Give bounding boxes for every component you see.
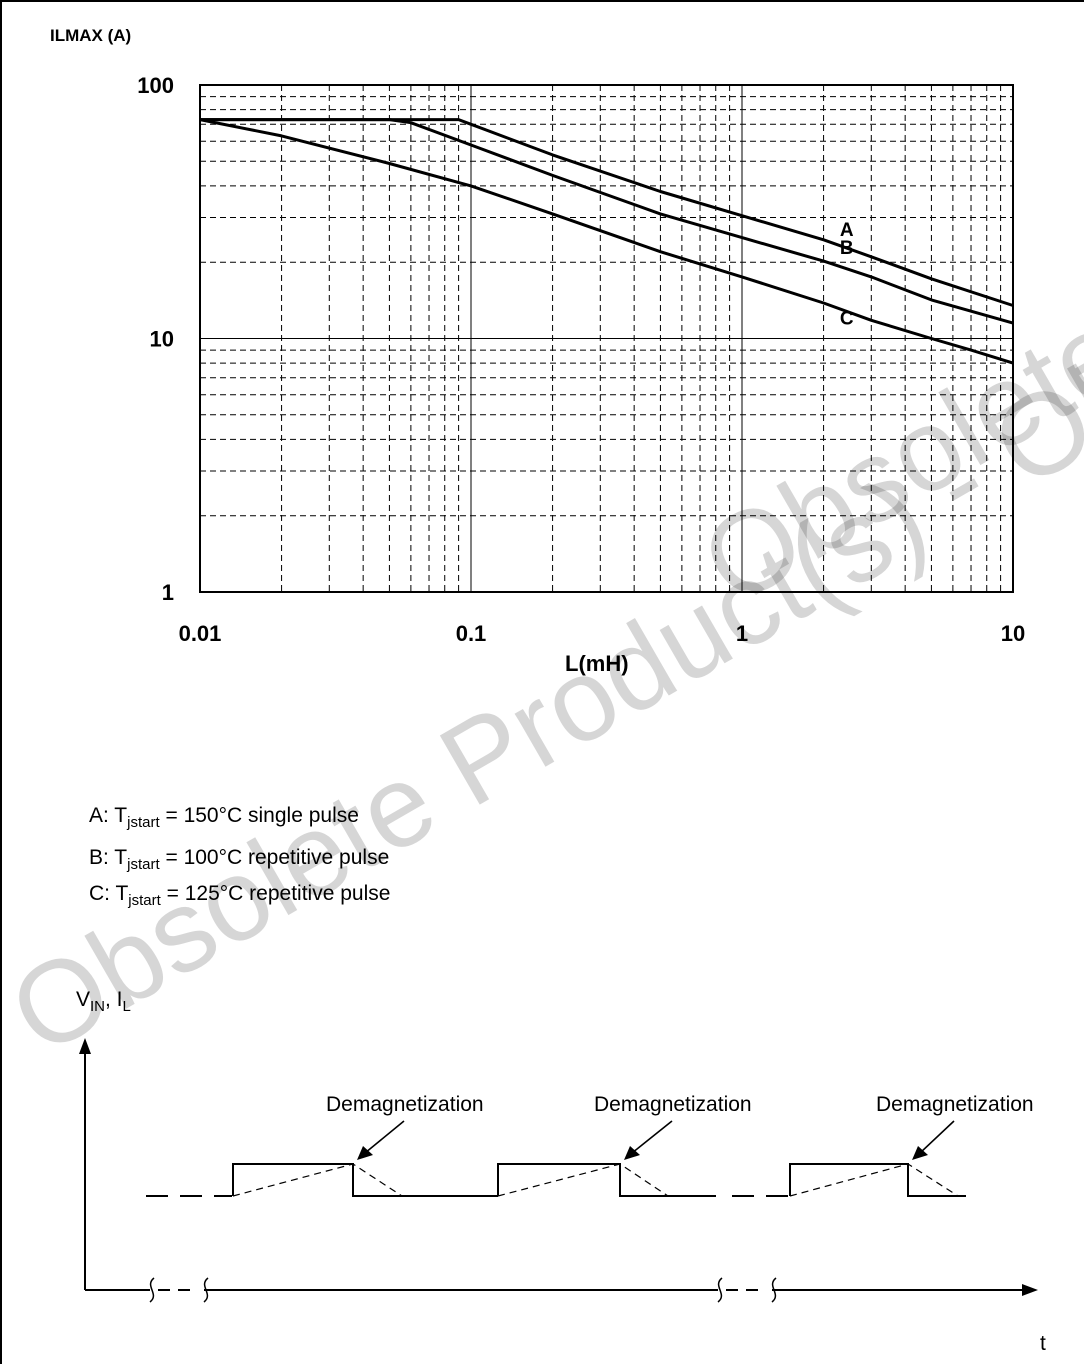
y-axis-label: ILMAX (A) [50,26,132,45]
x-tick-label: 0.1 [456,621,487,646]
series-line-c [199,118,1014,365]
demag-label-1: Demagnetization [326,1093,484,1116]
series-label-c: C [840,309,854,330]
series-label-a: A [840,220,854,241]
demag-label-3: Demagnetization [876,1093,1034,1116]
legend-entry-c: C: Tjstart = 125°C repetitive pulse [89,882,391,909]
legend-entry-b: B: Tjstart = 100°C repetitive pulse [89,846,390,873]
series-line-b [200,118,1014,325]
x-tick-label: 1 [736,621,748,646]
waveform-y-axis-label: VIN, IL [76,988,131,1015]
y-tick-label: 100 [137,73,174,98]
x-tick-label: 10 [1001,621,1025,646]
series-label-b: B [840,238,854,259]
x-axis-label: L(mH) [565,651,629,676]
y-tick-label: 10 [150,327,174,352]
series-line-a [200,118,1014,307]
waveform-x-axis-label: t [1040,1332,1046,1355]
x-tick-label: 0.01 [179,621,222,646]
ilmax-vs-inductance-chart: 0.01 0.1 1 10 1 10 100 AB C [137,73,1025,646]
legend-entry-a: A: Tjstart = 150°C single pulse [89,804,359,831]
y-tick-label: 1 [162,580,174,605]
demag-label-2: Demagnetization [594,1093,752,1116]
plot-area-border [199,84,1014,593]
